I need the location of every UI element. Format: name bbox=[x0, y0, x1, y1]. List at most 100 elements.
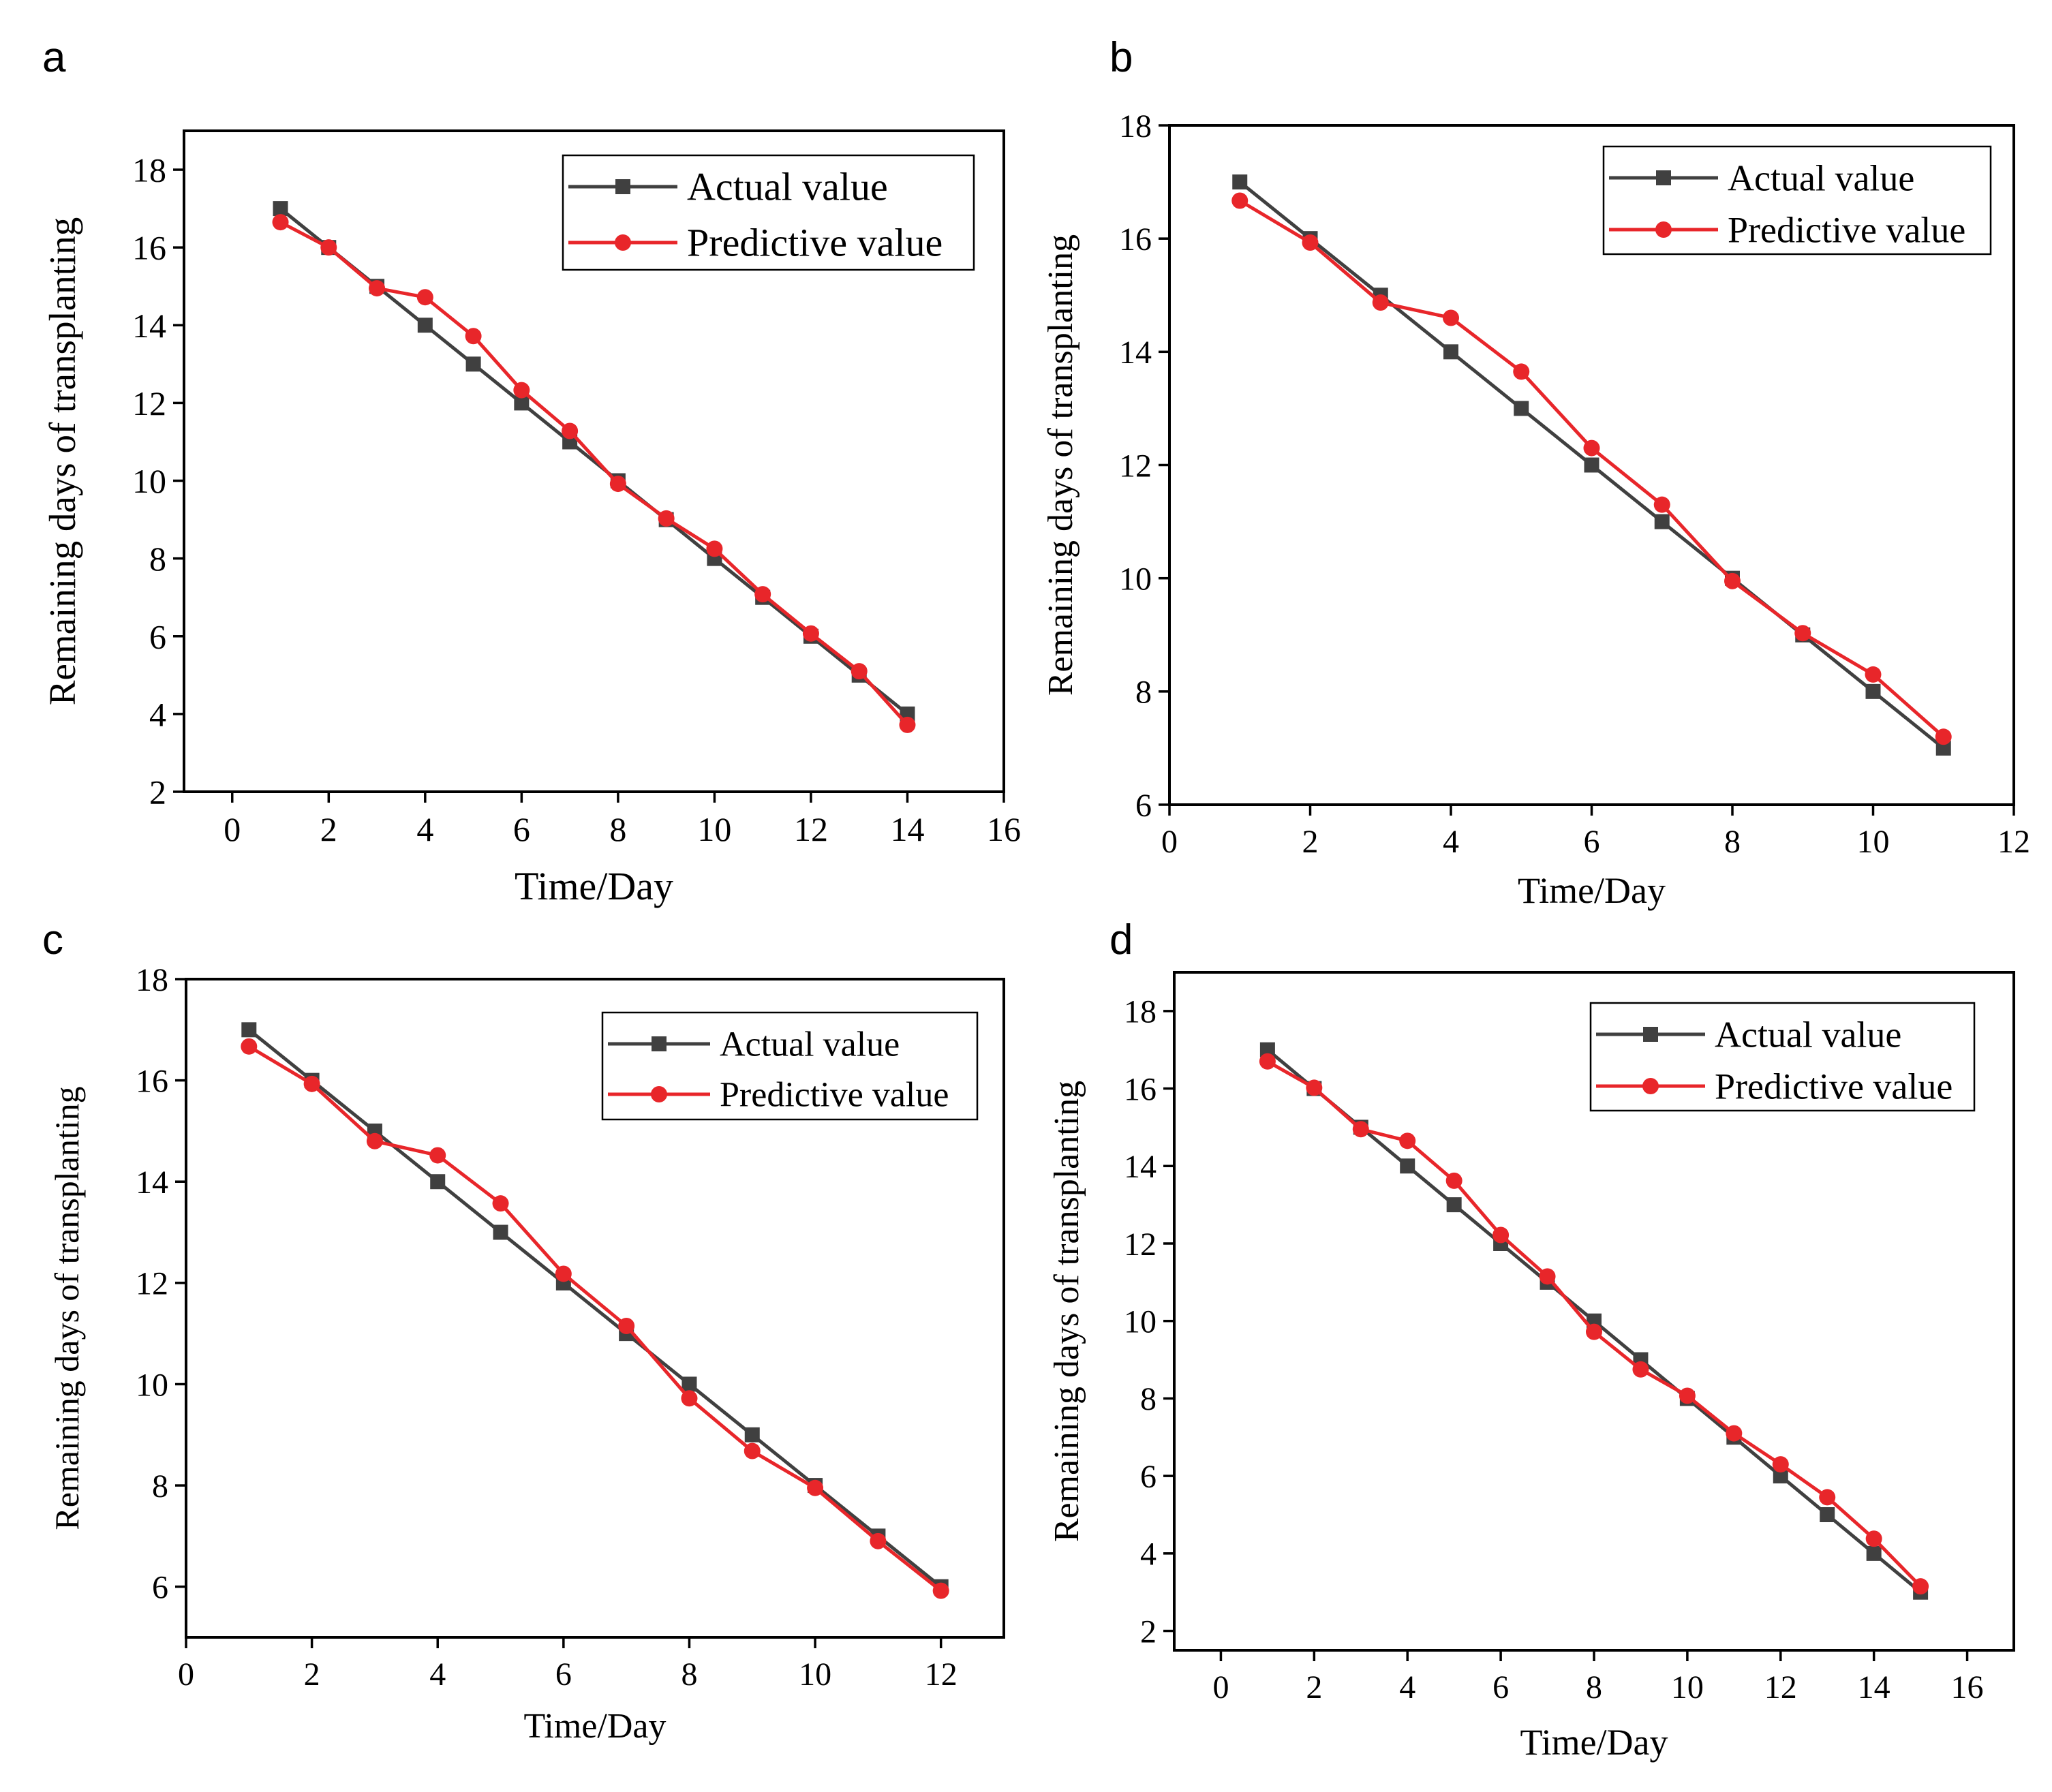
x-tick-label: 4 bbox=[1399, 1669, 1415, 1705]
data-point bbox=[465, 356, 481, 372]
data-point bbox=[1232, 174, 1248, 190]
y-tick-label: 14 bbox=[132, 307, 166, 345]
data-point bbox=[706, 540, 723, 557]
legend-marker bbox=[1656, 170, 1671, 185]
x-tick-label: 10 bbox=[1857, 824, 1890, 860]
data-point bbox=[1794, 625, 1811, 642]
x-tick-label: 8 bbox=[1724, 824, 1741, 860]
x-axis-label: Time/Day bbox=[524, 1707, 667, 1746]
data-point bbox=[1513, 363, 1530, 380]
y-tick-label: 6 bbox=[1135, 788, 1152, 824]
data-point bbox=[744, 1442, 761, 1459]
series-predictive bbox=[1259, 1053, 1929, 1595]
x-tick-label: 8 bbox=[609, 810, 626, 848]
y-tick-label: 16 bbox=[1119, 221, 1152, 258]
x-tick-label: 8 bbox=[681, 1656, 697, 1693]
x-tick-label: 6 bbox=[1584, 824, 1600, 860]
chart-panel-d: d 0 2 4 6 8 10 12 14 16 2 4 6 8 10 12 14 16 18 Time/Day Rema… bbox=[1047, 916, 2015, 1763]
data-point bbox=[682, 1376, 697, 1392]
data-point bbox=[1866, 1545, 1882, 1561]
y-tick-label: 4 bbox=[149, 695, 166, 733]
legend-label: Predictive value bbox=[720, 1076, 949, 1115]
y-tick-label: 18 bbox=[136, 962, 168, 998]
data-point bbox=[681, 1390, 698, 1407]
data-point bbox=[1583, 439, 1600, 457]
series-line bbox=[247, 1028, 943, 1588]
data-point bbox=[1352, 1121, 1369, 1138]
data-point bbox=[1632, 1361, 1649, 1378]
legend-marker bbox=[615, 234, 631, 251]
x-axis-label: Time/Day bbox=[515, 864, 673, 908]
y-tick-label: 8 bbox=[1140, 1381, 1157, 1417]
legend-marker bbox=[1642, 1078, 1659, 1094]
panel-label: b bbox=[1109, 34, 1133, 81]
data-point bbox=[899, 716, 916, 733]
x-tick-label: 16 bbox=[987, 810, 1021, 848]
x-tick-label: 4 bbox=[1443, 824, 1459, 860]
plot-frame bbox=[183, 129, 1005, 793]
data-point bbox=[609, 476, 626, 493]
data-point bbox=[1446, 1197, 1462, 1213]
data-point bbox=[1726, 1425, 1743, 1442]
panel-label: d bbox=[1109, 916, 1133, 963]
x-axis-label: Time/Day bbox=[1520, 1722, 1668, 1763]
legend: Actual value Predictive value bbox=[562, 154, 975, 271]
x-tick-label: 16 bbox=[1951, 1669, 1984, 1705]
data-point bbox=[1400, 1158, 1415, 1174]
x-tick-label: 12 bbox=[925, 1656, 958, 1693]
legend-marker bbox=[1655, 221, 1672, 238]
y-tick-label: 6 bbox=[152, 1569, 168, 1605]
x-tick-label: 12 bbox=[1997, 824, 2030, 860]
y-axis-label: Remaining days of transplanting bbox=[1047, 1081, 1086, 1542]
y-tick-label: 10 bbox=[132, 462, 166, 500]
x-tick-label: 2 bbox=[1302, 824, 1319, 860]
y-tick-label: 6 bbox=[149, 617, 166, 655]
y-tick-label: 2 bbox=[149, 773, 166, 812]
x-tick-label: 6 bbox=[1492, 1669, 1509, 1705]
data-point bbox=[320, 239, 337, 256]
data-point bbox=[513, 382, 530, 399]
x-tick-label: 14 bbox=[890, 810, 924, 848]
series-predictive bbox=[241, 1038, 949, 1599]
series-line bbox=[248, 1045, 943, 1592]
data-point bbox=[1306, 1079, 1323, 1096]
legend-box bbox=[601, 1011, 979, 1121]
data-point bbox=[1865, 683, 1881, 699]
y-tick-label: 2 bbox=[1140, 1613, 1157, 1650]
panel-label: a bbox=[42, 34, 66, 81]
data-point bbox=[1259, 1053, 1276, 1070]
data-point bbox=[273, 201, 288, 217]
x-tick-label: 4 bbox=[429, 1656, 446, 1693]
data-point bbox=[807, 1479, 824, 1496]
data-point bbox=[754, 586, 771, 603]
data-point bbox=[1654, 514, 1670, 529]
y-tick-label: 12 bbox=[1119, 448, 1152, 484]
plot-frame bbox=[185, 978, 1005, 1639]
y-axis-label: Remaining days of transplanting bbox=[1041, 234, 1080, 696]
data-point bbox=[514, 395, 530, 411]
legend: Actual value Predictive value bbox=[1602, 145, 1992, 256]
legend-box bbox=[562, 154, 975, 271]
data-point bbox=[1819, 1489, 1836, 1506]
data-point bbox=[1539, 1268, 1556, 1285]
data-point bbox=[1443, 309, 1459, 326]
legend: Actual value Predictive value bbox=[601, 1011, 979, 1121]
x-tick-label: 10 bbox=[799, 1656, 831, 1693]
y-axis-label: Remaining days of transplanting bbox=[42, 217, 83, 705]
y-tick-label: 10 bbox=[1124, 1304, 1157, 1340]
data-point bbox=[417, 318, 433, 333]
legend-label: Actual value bbox=[687, 165, 888, 209]
x-tick-label: 2 bbox=[304, 1656, 320, 1693]
data-point bbox=[465, 328, 482, 345]
data-point bbox=[1584, 457, 1599, 473]
x-tick-label: 2 bbox=[1306, 1669, 1322, 1705]
data-point bbox=[1865, 1530, 1882, 1547]
legend-marker bbox=[615, 179, 630, 194]
data-point bbox=[492, 1195, 509, 1212]
data-point bbox=[851, 663, 868, 680]
data-point bbox=[1586, 1323, 1602, 1340]
y-tick-label: 12 bbox=[136, 1266, 168, 1302]
x-tick-label: 0 bbox=[1161, 824, 1178, 860]
data-point bbox=[1912, 1578, 1929, 1595]
